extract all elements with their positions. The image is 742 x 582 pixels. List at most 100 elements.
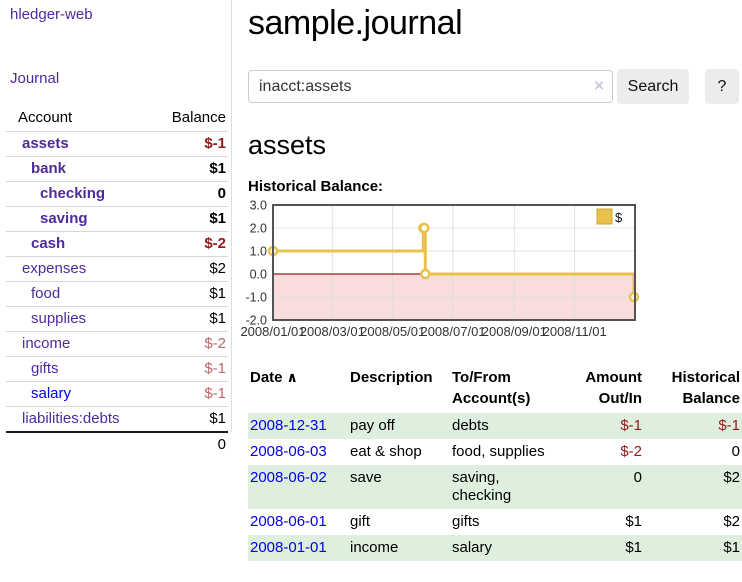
account-link[interactable]: income [22,335,71,352]
account-link[interactable]: supplies [31,310,87,327]
account-balance: $1 [209,310,226,327]
historical-column-header[interactable]: Historical Balance [644,365,742,413]
y-tick-label: 3.0 [250,200,267,213]
account-balance: $1 [209,160,226,177]
transaction-balance: $-1 [718,417,740,434]
x-tick-label: 2008/11/01 [543,324,607,339]
historical-balance-chart: $3.0 2.0 1.0 0.0 -1.0 -2.0 2008/01/01 2008/03/0… [234,199,654,342]
transaction-row: 2008-06-01 gift gifts $1 $2 [248,509,742,535]
accounts-total-value: 0 [217,436,226,453]
transaction-description: income [350,539,399,556]
historical-header-line1: Historical [671,369,740,386]
account-row: gifts $-1 [6,356,228,382]
account-link[interactable]: checking [40,185,106,202]
account-balance: $-1 [204,385,226,402]
transaction-date-link[interactable]: 2008-12-31 [250,417,327,434]
transaction-accounts: saving, checking [452,469,512,504]
transaction-amount: $1 [625,539,642,556]
x-tick-label: 2008/09/01 [482,324,547,339]
data-point-marker [419,222,430,234]
search-input[interactable] [248,70,613,103]
account-balance: 0 [217,185,226,202]
help-button[interactable]: ? [705,69,739,104]
account-row: checking 0 [6,181,228,207]
account-link[interactable]: expenses [22,260,87,277]
chart-svg: $3.0 2.0 1.0 0.0 -1.0 -2.02008/01/012008/03/0… [240,199,640,339]
description-column-header[interactable]: Description [350,369,433,386]
account-row: supplies $1 [6,306,228,332]
x-tick-label: 2008/03/01 [300,324,365,339]
account-link[interactable]: bank [31,160,67,177]
transaction-date-link[interactable]: 2008-06-01 [250,513,327,530]
search-form: × Search ? [248,69,742,104]
app-title-link[interactable]: hledger-web [10,6,93,23]
tofrom-header-line1: To/From [452,369,511,386]
transaction-amount: $-1 [620,417,642,434]
transaction-amount: 0 [633,469,642,486]
transaction-description: pay off [350,417,395,434]
transaction-date-link[interactable]: 2008-06-02 [250,469,327,486]
amount-column-header[interactable]: Amount Out/In [562,365,644,413]
account-column-header: Account [18,109,73,126]
account-balance: $-1 [204,135,226,152]
transaction-row: 2008-06-02 save saving, checking 0 $2 [248,465,742,509]
account-row: income $-2 [6,331,228,357]
register-table: Date ∧ Description To/From Account(s) Amo… [248,365,742,561]
clear-search-icon[interactable]: × [594,76,604,95]
account-link[interactable]: gifts [31,360,59,377]
transaction-amount: $1 [625,513,642,530]
transaction-amount: $-2 [620,443,642,460]
amount-header-line1: Amount [585,369,642,386]
account-row: salary $-1 [6,381,228,407]
search-button[interactable]: Search [617,69,689,104]
y-tick-label: 2.0 [250,222,267,236]
transaction-accounts: gifts [452,513,480,530]
account-link[interactable]: liabilities:debts [22,410,120,427]
account-link[interactable]: cash [31,235,66,252]
transaction-balance: $1 [723,539,740,556]
chart-label: Historical Balance: [248,178,384,195]
historical-header-line2: Balance [682,390,740,407]
account-link[interactable]: assets [22,135,69,152]
tofrom-header-line2: Account(s) [452,390,531,407]
data-point-marker [420,268,431,280]
transaction-description: eat & shop [350,443,422,460]
transaction-row: 2008-01-01 income salary $1 $1 [248,535,742,561]
account-row: bank $1 [6,156,228,182]
account-link[interactable]: salary [31,385,72,402]
x-tick-label: 2008/07/01 [420,324,485,339]
balance-column-header: Balance [171,109,226,126]
account-balance: $1 [209,410,226,427]
legend-swatch [596,208,613,225]
transaction-row: 2008-06-03 eat & shop food, supplies $-2 0 [248,439,742,465]
main-content: sample.journal × Search ? assets Histori… [240,0,742,561]
transaction-date-link[interactable]: 2008-06-03 [250,443,327,460]
search-box: × [248,70,613,103]
account-link[interactable]: food [31,285,61,302]
sidebar-item-journal[interactable]: Journal [10,70,60,87]
date-header-label: Date [250,369,283,386]
register-table-header: Date ∧ Description To/From Account(s) Amo… [248,365,742,413]
accounts-table-header: Account Balance [6,105,228,132]
account-balance: $-1 [204,360,226,377]
account-balance: $1 [209,285,226,302]
transaction-date-link[interactable]: 2008-01-01 [250,539,327,556]
account-balance: $1 [209,210,226,227]
transaction-description: save [350,469,382,486]
sidebar: hledger-web Journal Account Balance asse… [0,0,232,453]
account-link[interactable]: saving [40,210,88,227]
tofrom-column-header[interactable]: To/From Account(s) [450,365,562,413]
y-tick-label: -1.0 [245,291,267,305]
accounts-table: Account Balance assets $-1 bank $1 checking 0… [6,105,228,457]
transaction-description: gift [350,513,371,530]
account-balance: $2 [209,260,226,277]
transaction-accounts: debts [452,417,489,434]
transaction-balance: $2 [723,469,740,486]
amount-header-line2: Out/In [598,390,642,407]
account-row: cash $-2 [6,231,228,257]
x-tick-label: 2008/05/01 [360,324,425,339]
account-row: assets $-1 [6,131,228,157]
date-column-header[interactable]: Date ∧ [248,365,348,413]
transaction-balance: 0 [731,443,740,460]
